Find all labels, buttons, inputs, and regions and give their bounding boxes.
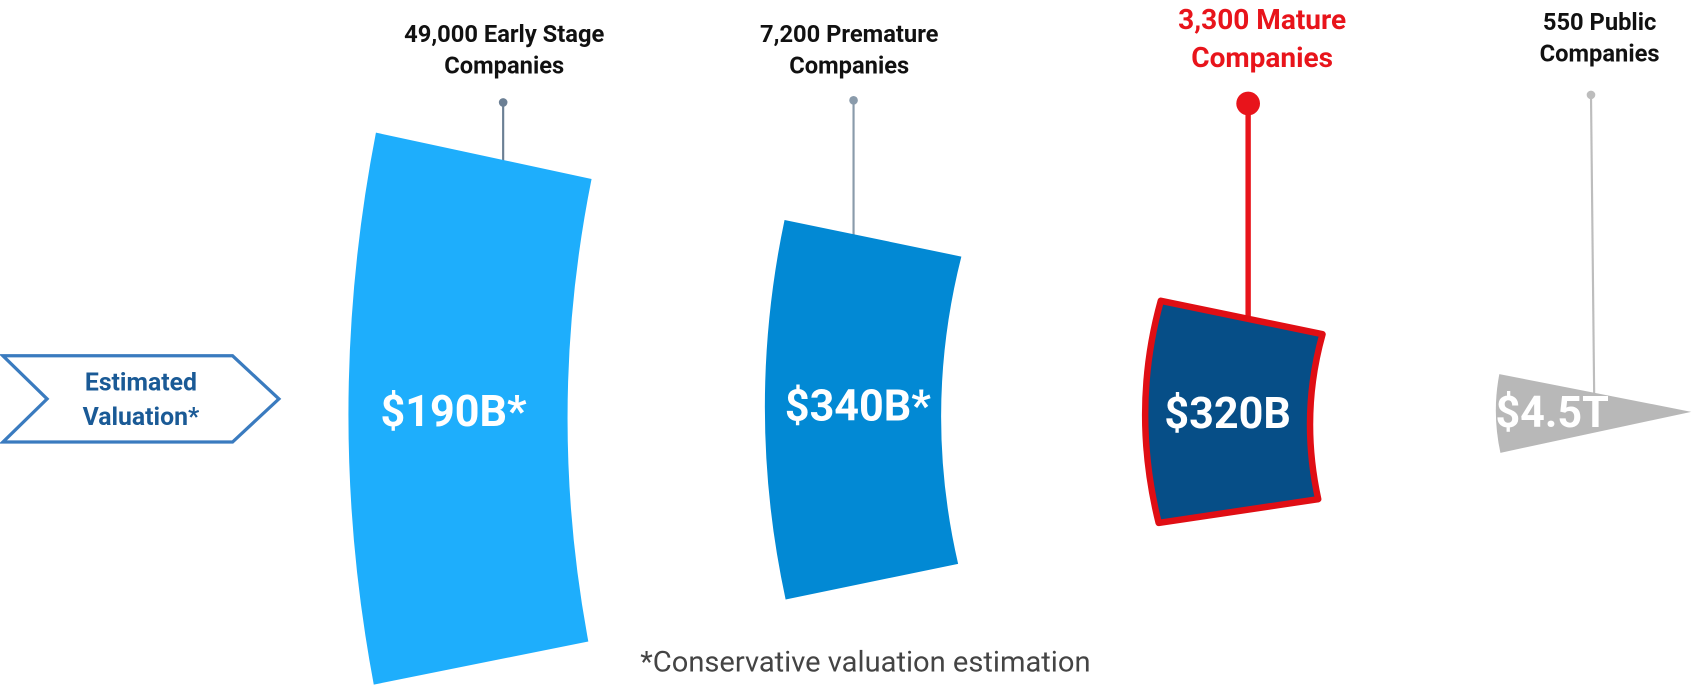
stage-shape bbox=[348, 132, 592, 685]
pin-head bbox=[1586, 90, 1596, 100]
side-chevron bbox=[0, 354, 282, 444]
stage-label: Companies bbox=[1191, 41, 1333, 74]
stage-shape bbox=[1495, 374, 1692, 453]
stage-label: 49,000 Early Stage bbox=[404, 20, 604, 48]
stage-label: Companies bbox=[444, 51, 564, 79]
stage-value: $190B* bbox=[381, 386, 527, 437]
pin-head bbox=[498, 98, 508, 107]
pin bbox=[1589, 94, 1596, 399]
stage-label: 7,200 Premature bbox=[760, 20, 939, 48]
pin-head bbox=[849, 95, 858, 105]
footnote: *Conservative valuation estimation bbox=[640, 646, 1090, 680]
stage-shape bbox=[1141, 297, 1326, 527]
stage-value: $4.5T bbox=[1495, 387, 1608, 438]
stage-value: $320B bbox=[1164, 388, 1290, 439]
stage-value: $340B* bbox=[785, 380, 931, 431]
side-label: Estimated bbox=[85, 368, 197, 397]
stage-label: 3,300 Mature bbox=[1178, 3, 1346, 36]
stage-label: Companies bbox=[1540, 39, 1660, 67]
side-label: Valuation* bbox=[83, 403, 200, 432]
stage-label: Companies bbox=[789, 51, 909, 79]
stage-shape bbox=[764, 219, 962, 600]
pin-head bbox=[1236, 91, 1260, 116]
stage-label: 550 Public bbox=[1543, 8, 1656, 36]
